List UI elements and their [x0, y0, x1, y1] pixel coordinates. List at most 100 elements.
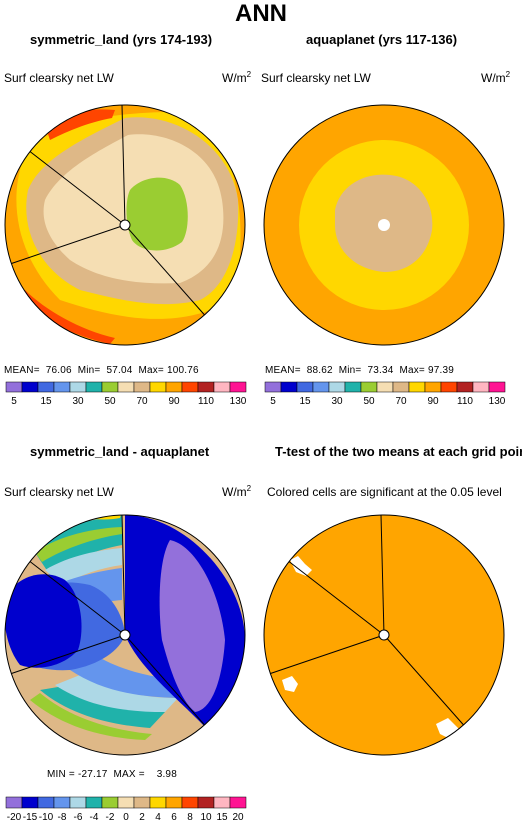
colorbar-tick-label: 15: [299, 396, 311, 407]
panel1-units: W/m2: [222, 70, 252, 85]
p3-region-land-sector: [159, 540, 225, 712]
colorbar-box: [85, 796, 103, 809]
p3-band: [30, 693, 152, 740]
panel1-title: symmetric_land (yrs 174-193): [30, 32, 213, 47]
p4-sector-line: [383, 634, 469, 731]
colorbar-tick-label: 6: [171, 812, 177, 823]
colorbar-box: [312, 381, 330, 393]
colorbar-box: [213, 796, 231, 809]
colorbar-box: [440, 381, 458, 393]
colorbar-tick-label: -10: [39, 812, 54, 823]
colorbar-box: [133, 381, 151, 393]
panel3-stats: MIN = -27.17 MAX = 3.98: [47, 769, 177, 780]
colorbar-box: [53, 381, 71, 393]
p3-band: [40, 685, 165, 728]
p1-sector-line: [9, 224, 126, 265]
colorbar-tick-label: 20: [232, 812, 244, 823]
colorbar-box: [133, 796, 151, 809]
colorbar-box: [21, 381, 39, 393]
colorbar-tick-label: 15: [216, 812, 228, 823]
p1-border: [4, 104, 246, 346]
colorbar-tick-label: 5: [270, 396, 276, 407]
colorbar-box: [69, 381, 87, 393]
colorbar-box: [296, 381, 314, 393]
colorbar-box: [101, 381, 119, 393]
colorbar-tick-label: 90: [427, 396, 439, 407]
colorbar-panel2: 5 15 30 50 70 90 110 130: [264, 381, 506, 407]
p3-border: [4, 514, 246, 756]
colorbar-box: [37, 381, 55, 393]
colorbar-tick-label: 50: [363, 396, 375, 407]
colorbar-tick-label: 2: [139, 812, 145, 823]
colorbar-box: [37, 796, 55, 809]
colorbar-diff: -20 -15 -10 -8 -6 -4 -2 0 2 4 6 8 10 15 20: [5, 796, 247, 823]
colorbar-tick-label: 5: [11, 396, 17, 407]
p3-sector-line: [9, 634, 126, 675]
page-title: ANN: [235, 0, 287, 27]
p3-region-left-core: [5, 574, 82, 668]
panel1-ylabel: Surf clearsky net LW: [4, 71, 114, 85]
colorbar-box: [264, 381, 282, 393]
colorbar-tick-label: 0: [123, 812, 129, 823]
p2-pole-marker: [378, 219, 390, 231]
p3-band: [45, 548, 122, 585]
colorbar-tick-label: 10: [200, 812, 212, 823]
colorbar-box: [53, 796, 71, 809]
colorbar-box: [344, 381, 362, 393]
colorbar-box: [165, 381, 183, 393]
panel1-stats: MEAN= 76.06 Min= 57.04 Max= 100.76: [4, 365, 199, 376]
panel2-stats: MEAN= 88.62 Min= 73.34 Max= 97.39: [265, 365, 454, 376]
colorbar-tick-label: -6: [74, 812, 83, 823]
colorbar-tick-label: 30: [331, 396, 343, 407]
colorbar-tick-label: 90: [168, 396, 180, 407]
panel3-units: W/m2: [222, 484, 252, 499]
colorbar-box: [472, 381, 490, 393]
p3-band: [35, 527, 122, 562]
p3-sector-line: [124, 634, 210, 731]
colorbar-box: [229, 796, 247, 809]
colorbar-tick-label: 50: [104, 396, 116, 407]
colorbar-tick-label: -4: [90, 812, 99, 823]
colorbar-tick-label: 130: [230, 396, 247, 407]
colorbar-box: [456, 381, 474, 393]
colorbar-box: [328, 381, 346, 393]
colorbar-tick-label: 70: [136, 396, 148, 407]
colorbar-tick-label: 4: [155, 812, 161, 823]
colorbar-tick-label: -2: [106, 812, 115, 823]
p4-sector-line: [380, 515, 385, 636]
panel2-title: aquaplanet (yrs 117-136): [306, 32, 458, 47]
colorbar-panel1: 5 15 30 50 70 90 110 130: [5, 381, 247, 407]
p3-band: [70, 655, 195, 698]
colorbar-box: [21, 796, 39, 809]
panel1-map: [5, 105, 245, 345]
p1-sector-line: [27, 149, 126, 226]
p4-sector-line: [268, 634, 385, 675]
colorbar-tick-label: 70: [395, 396, 407, 407]
colorbar-tick-label: -15: [23, 812, 38, 823]
colorbar-box: [424, 381, 442, 393]
p1-region-pole: [126, 177, 188, 251]
colorbar-box: [149, 796, 167, 809]
panel2-units: W/m2: [481, 70, 511, 85]
colorbar-box: [117, 796, 135, 809]
p4-border: [263, 514, 505, 756]
p4-pole-marker: [378, 629, 390, 641]
colorbar-box: [5, 796, 23, 809]
p4-mask-patch: [290, 556, 312, 576]
p1-sector-line: [124, 224, 210, 321]
colorbar-box: [85, 381, 103, 393]
colorbar-box: [280, 381, 298, 393]
p3-band: [55, 675, 178, 712]
colorbar-box: [488, 381, 506, 393]
panel4-note: Colored cells are significant at the 0.0…: [267, 485, 502, 499]
p3-pole-marker: [119, 629, 131, 641]
p4-sector-line: [286, 559, 385, 636]
colorbar-box: [376, 381, 394, 393]
panel4-title: T-test of the two means at each grid poi…: [275, 444, 522, 459]
p3-sector-line: [27, 559, 126, 636]
colorbar-box: [197, 796, 215, 809]
colorbar-tick-label: 110: [198, 396, 214, 407]
panel2-ylabel: Surf clearsky net LW: [261, 71, 371, 85]
colorbar-box: [117, 381, 135, 393]
